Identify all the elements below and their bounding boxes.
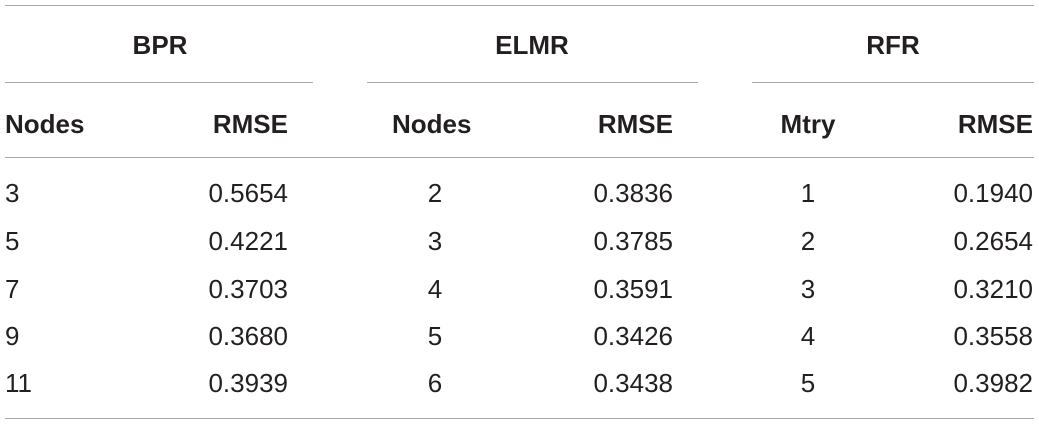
table-cell: 0.3785: [593, 226, 673, 256]
top-rule: [5, 5, 1034, 6]
column-header: Nodes: [5, 109, 85, 139]
table-cell: 0.3939: [208, 368, 288, 398]
table-cell: 0.3680: [208, 321, 288, 351]
table-cell: 0.4221: [208, 226, 288, 256]
table-cell: 5: [5, 226, 20, 256]
table-cell: 2: [427, 178, 443, 208]
table-cell: 0.3982: [953, 368, 1033, 398]
table-cell: 0.3703: [208, 274, 288, 304]
table-cell: 0.3210: [953, 274, 1033, 304]
table-cell: 6: [427, 368, 443, 398]
table-cell: 0.5654: [208, 178, 288, 208]
column-header: Mtry: [780, 109, 836, 139]
table-cell: 3: [800, 274, 816, 304]
table-cell: 0.3591: [593, 274, 673, 304]
table-cell: 0.1940: [953, 178, 1033, 208]
table-cell: 4: [427, 274, 443, 304]
table-cell: 7: [5, 274, 20, 304]
table-cell: 0.3426: [593, 321, 673, 351]
table-cell: 4: [800, 321, 816, 351]
group-rule: [367, 82, 698, 83]
group-rule: [752, 82, 1034, 83]
column-header: Nodes: [392, 109, 472, 139]
group-header: RFR: [866, 30, 920, 60]
bottom-rule: [5, 418, 1034, 419]
table-cell: 0.2654: [953, 226, 1033, 256]
table-cell: 0.3558: [953, 321, 1033, 351]
table-cell: 2: [800, 226, 816, 256]
table-cell: 0.3438: [593, 368, 673, 398]
column-header: RMSE: [212, 109, 288, 139]
column-header: RMSE: [597, 109, 673, 139]
header-rule: [5, 157, 1034, 158]
table-cell: 1: [800, 178, 816, 208]
table-cell: 3: [427, 226, 443, 256]
group-rule: [5, 82, 313, 83]
table-cell: 5: [800, 368, 816, 398]
table-cell: 3: [5, 178, 20, 208]
column-header: RMSE: [957, 109, 1033, 139]
table-cell: 0.3836: [593, 178, 673, 208]
table-cell: 9: [5, 321, 20, 351]
table-cell: 5: [427, 321, 443, 351]
group-header: ELMR: [495, 30, 569, 60]
group-header: BPR: [132, 30, 188, 60]
table-cell: 11: [5, 368, 32, 398]
